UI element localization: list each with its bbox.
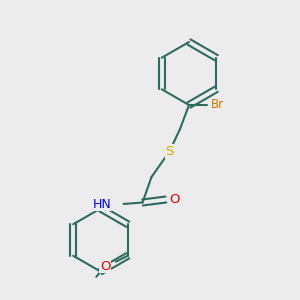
- Text: O: O: [169, 193, 179, 206]
- Text: O: O: [100, 260, 110, 273]
- Text: S: S: [165, 145, 174, 158]
- Text: HN: HN: [93, 197, 112, 211]
- Text: Br: Br: [211, 98, 224, 112]
